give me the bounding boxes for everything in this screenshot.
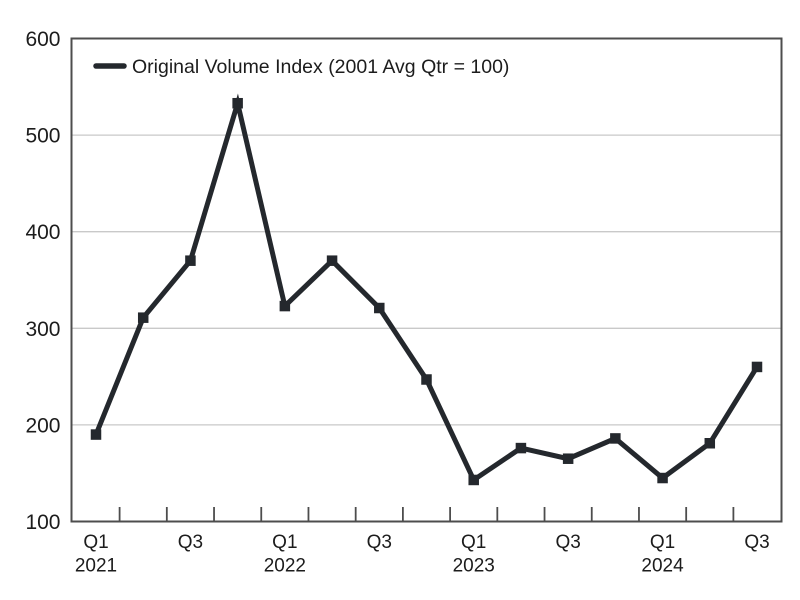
data-point-marker [610, 433, 621, 444]
x-year-label: 2021 [75, 556, 117, 577]
data-point-marker [657, 472, 668, 484]
x-tick-label: Q3 [555, 532, 580, 553]
x-year-label: 2023 [453, 556, 495, 577]
data-point-marker [232, 97, 243, 109]
x-tick-label: Q1 [461, 532, 486, 553]
y-tick-label: 500 [25, 125, 60, 148]
y-tick-label: 200 [25, 414, 60, 437]
data-point-marker [326, 255, 338, 266]
data-point-marker [90, 429, 102, 440]
data-point-marker [704, 438, 716, 449]
data-point-marker [374, 302, 385, 314]
data-point-marker [279, 300, 291, 312]
data-point-marker [751, 361, 763, 373]
x-tick-label: Q1 [272, 532, 297, 553]
plot-border [70, 37, 783, 523]
x-tick-label: Q3 [367, 532, 392, 553]
data-point-marker [468, 474, 479, 486]
data-point-marker [185, 255, 196, 266]
y-tick-label: 100 [25, 511, 60, 534]
data-point-marker [421, 374, 432, 385]
y-tick-label: 600 [25, 28, 60, 51]
x-year-label: 2022 [264, 556, 306, 577]
x-tick-label: Q1 [83, 532, 108, 553]
y-tick-label: 400 [25, 221, 60, 244]
x-year-label: 2024 [641, 556, 684, 577]
x-tick-label: Q1 [650, 532, 675, 553]
data-point-marker [515, 442, 527, 454]
data-point-marker [562, 453, 574, 464]
series-line [93, 93, 760, 484]
y-tick-label: 300 [25, 318, 60, 341]
x-tick-label: Q3 [744, 532, 769, 553]
data-point-marker [137, 312, 149, 323]
x-tick-label: Q3 [178, 532, 203, 553]
legend-label: Original Volume Index (2001 Avg Qtr = 10… [132, 56, 509, 78]
